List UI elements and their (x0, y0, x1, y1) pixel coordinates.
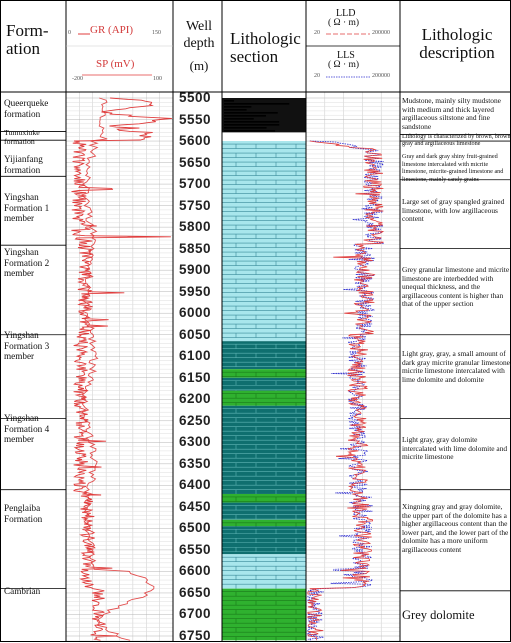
depth-label: 5950 (178, 283, 212, 299)
formation-label-yijianfang: Yijianfang formation (4, 154, 43, 175)
depth-label: 6250 (178, 412, 212, 428)
sp-curve (80, 97, 155, 641)
lithology-unit (222, 493, 306, 503)
mudstone-layer (224, 121, 280, 123)
depth-label: 5700 (178, 176, 212, 192)
depth-label: 5600 (178, 133, 212, 149)
depth-label: 6000 (178, 305, 212, 321)
formation-label-tumuxiuke: Tumuxiuke formation (4, 128, 40, 146)
depth-label: 5900 (178, 262, 212, 278)
depth-label: 6650 (178, 584, 212, 600)
sp-scale-max: 100 (153, 76, 162, 82)
formation-label-yingshan-4: Yingshan Formation 4 member (4, 413, 50, 444)
formation-label-queerqueke: Queerqueke formation (4, 98, 49, 119)
mudstone-layer (224, 130, 276, 132)
description-yijianfang: Gray and dark gray shiny fruit-grained l… (402, 153, 504, 183)
well-depth-header: Well depth (183, 19, 215, 51)
lithology-unit (222, 369, 306, 378)
lithology-unit (222, 526, 306, 555)
depth-label: 5800 (178, 219, 212, 235)
lithology-top-spacer (222, 92, 306, 98)
lls-header: LLS (337, 50, 355, 61)
lithology-unit (222, 341, 306, 370)
formation-header: Form- ation (6, 21, 49, 58)
sp-scale-min: -200 (72, 76, 83, 82)
description-yingshan-4: Light gray, gray dolomite intercalated w… (402, 435, 508, 462)
mudstone-layer (224, 118, 254, 120)
formation-label-yingshan-3: Yingshan Formation 3 member (4, 330, 50, 361)
depth-label: 6100 (178, 348, 212, 364)
gr-scale-min: 0 (68, 30, 71, 36)
lld-curve (307, 140, 385, 641)
formation-label-yingshan-1: Yingshan Formation 1 member (4, 192, 50, 223)
sp-header: SP (mV) (96, 58, 135, 70)
lls-scale-min: 20 (314, 73, 320, 79)
depth-label: 6300 (178, 434, 212, 450)
depth-label: 6700 (178, 606, 212, 622)
depth-label: 6750 (178, 628, 212, 643)
lithology-unit (222, 502, 306, 520)
lls-unit: ( Ω · m) (328, 60, 360, 70)
depth-label: 6550 (178, 541, 212, 557)
lithology-unit (222, 554, 306, 589)
mudstone-layer (224, 124, 280, 126)
depth-label: 5850 (178, 240, 212, 256)
depth-label: 6400 (178, 477, 212, 493)
mudstone-layer (224, 112, 278, 114)
mudstone-layer (224, 100, 235, 102)
depth-label: 6200 (178, 391, 212, 407)
description-yingshan-1: Large set of gray spangled grained limes… (402, 197, 505, 224)
depth-label: 6050 (178, 326, 212, 342)
depth-label: 6500 (178, 520, 212, 536)
lld-unit: ( Ω · m) (328, 18, 360, 28)
gr-curve (71, 97, 172, 641)
description-yingshan-2: Grey granular limestone and micrite lime… (402, 265, 510, 309)
description-tumuxiuke: Lithology is characterized by brown, bro… (402, 133, 511, 147)
depth-label: 5500 (178, 90, 212, 105)
description-queerqueke: Mudstone, mainly silty mudstone with med… (402, 96, 501, 131)
lls-scale-max: 200000 (372, 73, 390, 79)
formation-label-cambrian: Cambrian (4, 586, 41, 596)
mudstone-layer (224, 115, 266, 117)
lithologic-section-header: Lithologic section (230, 29, 301, 66)
lithology-unit (222, 377, 306, 391)
depth-label: 5750 (178, 197, 212, 213)
mudstone-layer (224, 127, 267, 129)
lls-curve (306, 140, 385, 641)
lld-scale-min: 20 (314, 30, 320, 36)
depth-label: 6350 (178, 455, 212, 471)
depth-label: 6150 (178, 369, 212, 385)
description-yingshan-3: Light gray, gray, a small amount of dark… (402, 349, 511, 384)
lld-header: LLD (336, 8, 356, 19)
depth-label: 6450 (178, 498, 212, 514)
depth-label: 6600 (178, 563, 212, 579)
mudstone-layer (224, 103, 290, 105)
lithology-unit (222, 132, 306, 142)
mudstone-layer (224, 109, 247, 111)
lld-scale-max: 200000 (372, 30, 390, 36)
gr-header: GR (API) (90, 24, 134, 36)
description-penglaiba: Xingning gray and gray dolomite, the upp… (402, 502, 509, 554)
depth-unit-header: (m) (189, 58, 209, 73)
mudstone-layer (224, 106, 252, 108)
lithologic-description-header: Lithologic description (419, 25, 495, 62)
gr-scale-max: 150 (152, 30, 161, 36)
description-cambrian: Grey dolomite (402, 608, 475, 622)
depth-label: 5550 (178, 111, 212, 127)
formation-label-yingshan-2: Yingshan Formation 2 member (4, 247, 50, 278)
depth-label: 5650 (178, 154, 212, 170)
formation-label-penglaiba: Penglaiba Formation (4, 503, 43, 524)
